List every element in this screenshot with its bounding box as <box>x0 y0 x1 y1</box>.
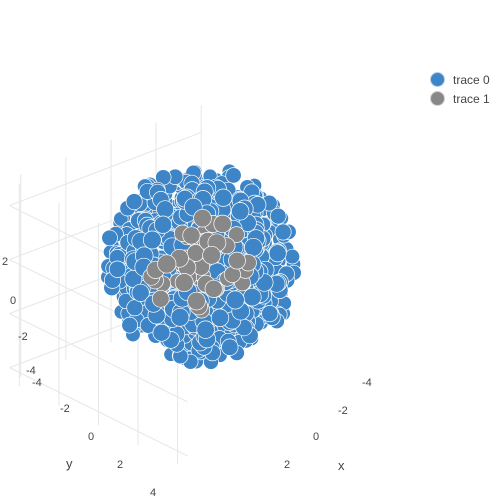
trace-0-point <box>152 323 171 342</box>
trace-0-point <box>225 167 242 184</box>
trace-0-point <box>268 244 287 263</box>
y-tick-label: -2 <box>60 403 70 415</box>
y-tick-label: -4 <box>32 377 42 389</box>
trace-0-point <box>153 215 173 234</box>
z-tick-label: -4 <box>26 365 36 377</box>
trace-0-point <box>131 283 150 302</box>
trace-0-point <box>142 230 162 250</box>
x-axis-title: x <box>338 458 345 473</box>
y-tick-label: 4 <box>150 487 156 499</box>
trace-1-point <box>157 254 177 274</box>
trace-1-point <box>182 226 201 245</box>
legend-item-trace-0[interactable]: trace 0 <box>430 70 490 89</box>
trace-0-point <box>284 248 301 265</box>
trace-0-point <box>101 229 118 247</box>
trace-0-point <box>196 320 215 339</box>
grid-line <box>9 367 188 457</box>
trace-0-point <box>231 202 250 221</box>
trace-0-point <box>121 316 139 334</box>
legend: trace 0 trace 1 <box>430 70 490 108</box>
y-tick-label: 2 <box>117 459 123 471</box>
trace-1-point <box>213 214 232 234</box>
trace-0-point <box>221 338 239 356</box>
trace-0-point <box>170 307 190 327</box>
z-tick-label: 0 <box>10 295 16 307</box>
trace-0-point <box>225 290 245 310</box>
grid-line <box>9 131 202 207</box>
trace-0-point <box>244 237 263 257</box>
z-tick-label: 2 <box>2 256 8 268</box>
legend-label-trace-1: trace 1 <box>453 91 490 106</box>
trace-0-point <box>269 207 287 225</box>
trace-1-point <box>151 289 170 308</box>
legend-swatch-trace-0 <box>430 72 445 87</box>
legend-label-trace-0: trace 0 <box>453 72 490 87</box>
trace-1-point <box>193 208 212 228</box>
legend-swatch-trace-1 <box>430 91 445 106</box>
trace-1-point <box>202 245 221 265</box>
trace-0-point <box>214 188 233 207</box>
trace-0-point <box>125 193 143 211</box>
grid-line <box>9 313 188 403</box>
trace-1-point <box>174 273 194 293</box>
trace-0-point <box>261 305 279 323</box>
trace-0-point <box>210 308 230 327</box>
tick-labels: -4 -2 0 2 -4 -2 0 2 4 2 0 -2 -4 <box>2 256 372 499</box>
trace-1-point <box>204 279 223 298</box>
trace-0-point <box>274 223 292 241</box>
trace-0-point <box>126 299 144 317</box>
trace-0-point <box>156 200 175 219</box>
trace-0-point <box>243 287 262 307</box>
trace-1-point <box>228 251 246 270</box>
y-axis-title: y <box>66 456 73 471</box>
trace-1-point <box>228 226 245 243</box>
x-tick-label: 2 <box>284 459 290 471</box>
trace-1-point <box>187 291 206 311</box>
x-tick-label: -4 <box>362 377 372 389</box>
y-tick-label: 0 <box>88 431 94 443</box>
x-tick-label: -2 <box>338 405 348 417</box>
legend-item-trace-1[interactable]: trace 1 <box>430 89 490 108</box>
x-tick-label: 0 <box>313 431 319 443</box>
trace-1-points <box>142 208 257 319</box>
trace-0-point <box>108 260 127 278</box>
z-tick-label: -2 <box>18 331 28 343</box>
